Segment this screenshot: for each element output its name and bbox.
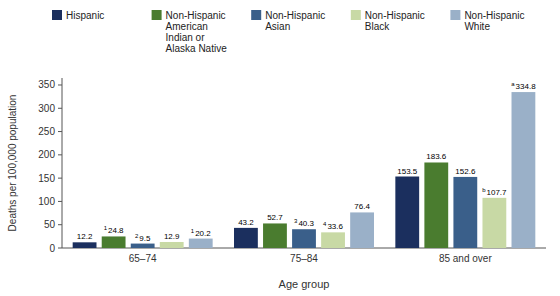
legend-label-line: American [166,21,208,32]
data-label-value: 40.3 [298,219,314,228]
y-tick-label: 350 [38,79,55,90]
data-label: 340.3 [294,218,314,228]
bar [453,177,477,248]
y-tick [58,224,62,225]
legend-swatch [251,10,261,20]
data-label: a334.8 [511,81,536,91]
data-label: 12.2 [77,232,93,241]
y-tick-label: 150 [38,173,55,184]
bar [350,212,374,248]
bar [102,236,126,248]
chart-container: HispanicNon-HispanicAmericanIndian orAla… [0,0,560,296]
y-tick [58,84,62,85]
y-tick [58,248,62,249]
data-label-value: 153.5 [397,167,418,176]
legend-label-line: Hispanic [66,10,104,21]
y-tick [58,154,62,155]
data-label: 76.4 [354,202,370,211]
bar [160,242,184,248]
bar [395,177,419,248]
data-label: 29.5 [135,233,151,243]
y-axis-line [62,78,63,248]
y-axis-label: Deaths per 100,000 population [7,95,18,232]
legend-label-line: Non-Hispanic [464,10,524,21]
y-axis: 0 50 100 150 200 250 300 350 [38,78,62,254]
legend-swatch [152,10,162,20]
legend-label-line: Black [365,21,390,32]
legend-label-line: Indian or [166,32,206,43]
data-label-value: 12.9 [164,232,180,241]
data-label: 12.9 [164,232,180,241]
legend-label-line: Asian [265,21,290,32]
data-label: 153.5 [397,167,418,176]
bar [292,229,316,248]
data-label-value: 107.7 [487,188,508,197]
y-tick-label: 0 [49,243,55,254]
y-tick [58,108,62,109]
data-label-value: 183.6 [426,152,447,161]
data-label-value: 52.7 [267,213,283,222]
data-label-value: 76.4 [354,202,370,211]
legend-label-line: White [464,21,490,32]
data-label: 183.6 [426,152,447,161]
bar [424,162,448,248]
bars [73,92,536,248]
bar [321,232,345,248]
data-label-value: 334.8 [516,82,537,91]
data-label-value: 43.2 [238,218,254,227]
legend-swatch [450,10,460,20]
bar [131,244,155,248]
legend-label: Non-HispanicAmericanIndian orAlaska Nati… [166,10,228,54]
y-tick-label: 50 [44,219,56,230]
legend: HispanicNon-HispanicAmericanIndian orAla… [52,10,524,54]
legend-label-line: Non-Hispanic [265,10,325,21]
y-tick-label: 100 [38,196,55,207]
data-label: 43.2 [238,218,254,227]
legend-label: Non-HispanicAsian [265,10,325,32]
y-tick [58,178,62,179]
legend-label-line: Alaska Native [166,43,228,54]
bar [189,239,213,248]
data-label-value: 33.6 [327,222,343,231]
x-tick-label: 75–84 [290,253,318,264]
legend-label: Hispanic [66,10,104,21]
data-labels: 12.2 43.2 153.5 124.8 52.7 183.6 29.5 340.3 152.… [77,81,536,243]
x-axis: 65–74 75–84 85 and over [62,248,546,264]
legend-label: Non-HispanicBlack [365,10,425,32]
data-label-value: 9.5 [139,234,151,243]
data-label: 124.8 [104,225,124,235]
x-axis-label: Age group [279,278,330,290]
bar [73,242,97,248]
legend-swatch [52,10,62,20]
x-tick-label: 65–74 [129,253,157,264]
legend-label-line: Non-Hispanic [166,10,226,21]
legend-label: Non-HispanicWhite [464,10,524,32]
data-label-value: 152.6 [455,167,476,176]
bar [512,92,536,248]
y-tick [58,131,62,132]
data-label: 433.6 [323,221,343,231]
y-tick-label: 200 [38,149,55,160]
bar [263,223,287,248]
y-tick-label: 300 [38,103,55,114]
data-label: b107.7 [482,187,507,197]
data-label-value: 24.8 [108,226,124,235]
data-label-value: 20.2 [195,229,211,238]
legend-label-line: Non-Hispanic [365,10,425,21]
chart-svg: HispanicNon-HispanicAmericanIndian orAla… [0,0,560,296]
bar [482,198,506,248]
bar [234,228,258,248]
y-tick [58,201,62,202]
y-tick-label: 250 [38,126,55,137]
data-label: 52.7 [267,213,283,222]
data-label: 120.2 [191,228,211,238]
data-label-value: 12.2 [77,232,93,241]
data-label: 152.6 [455,167,476,176]
x-tick-label: 85 and over [439,253,492,264]
legend-swatch [351,10,361,20]
